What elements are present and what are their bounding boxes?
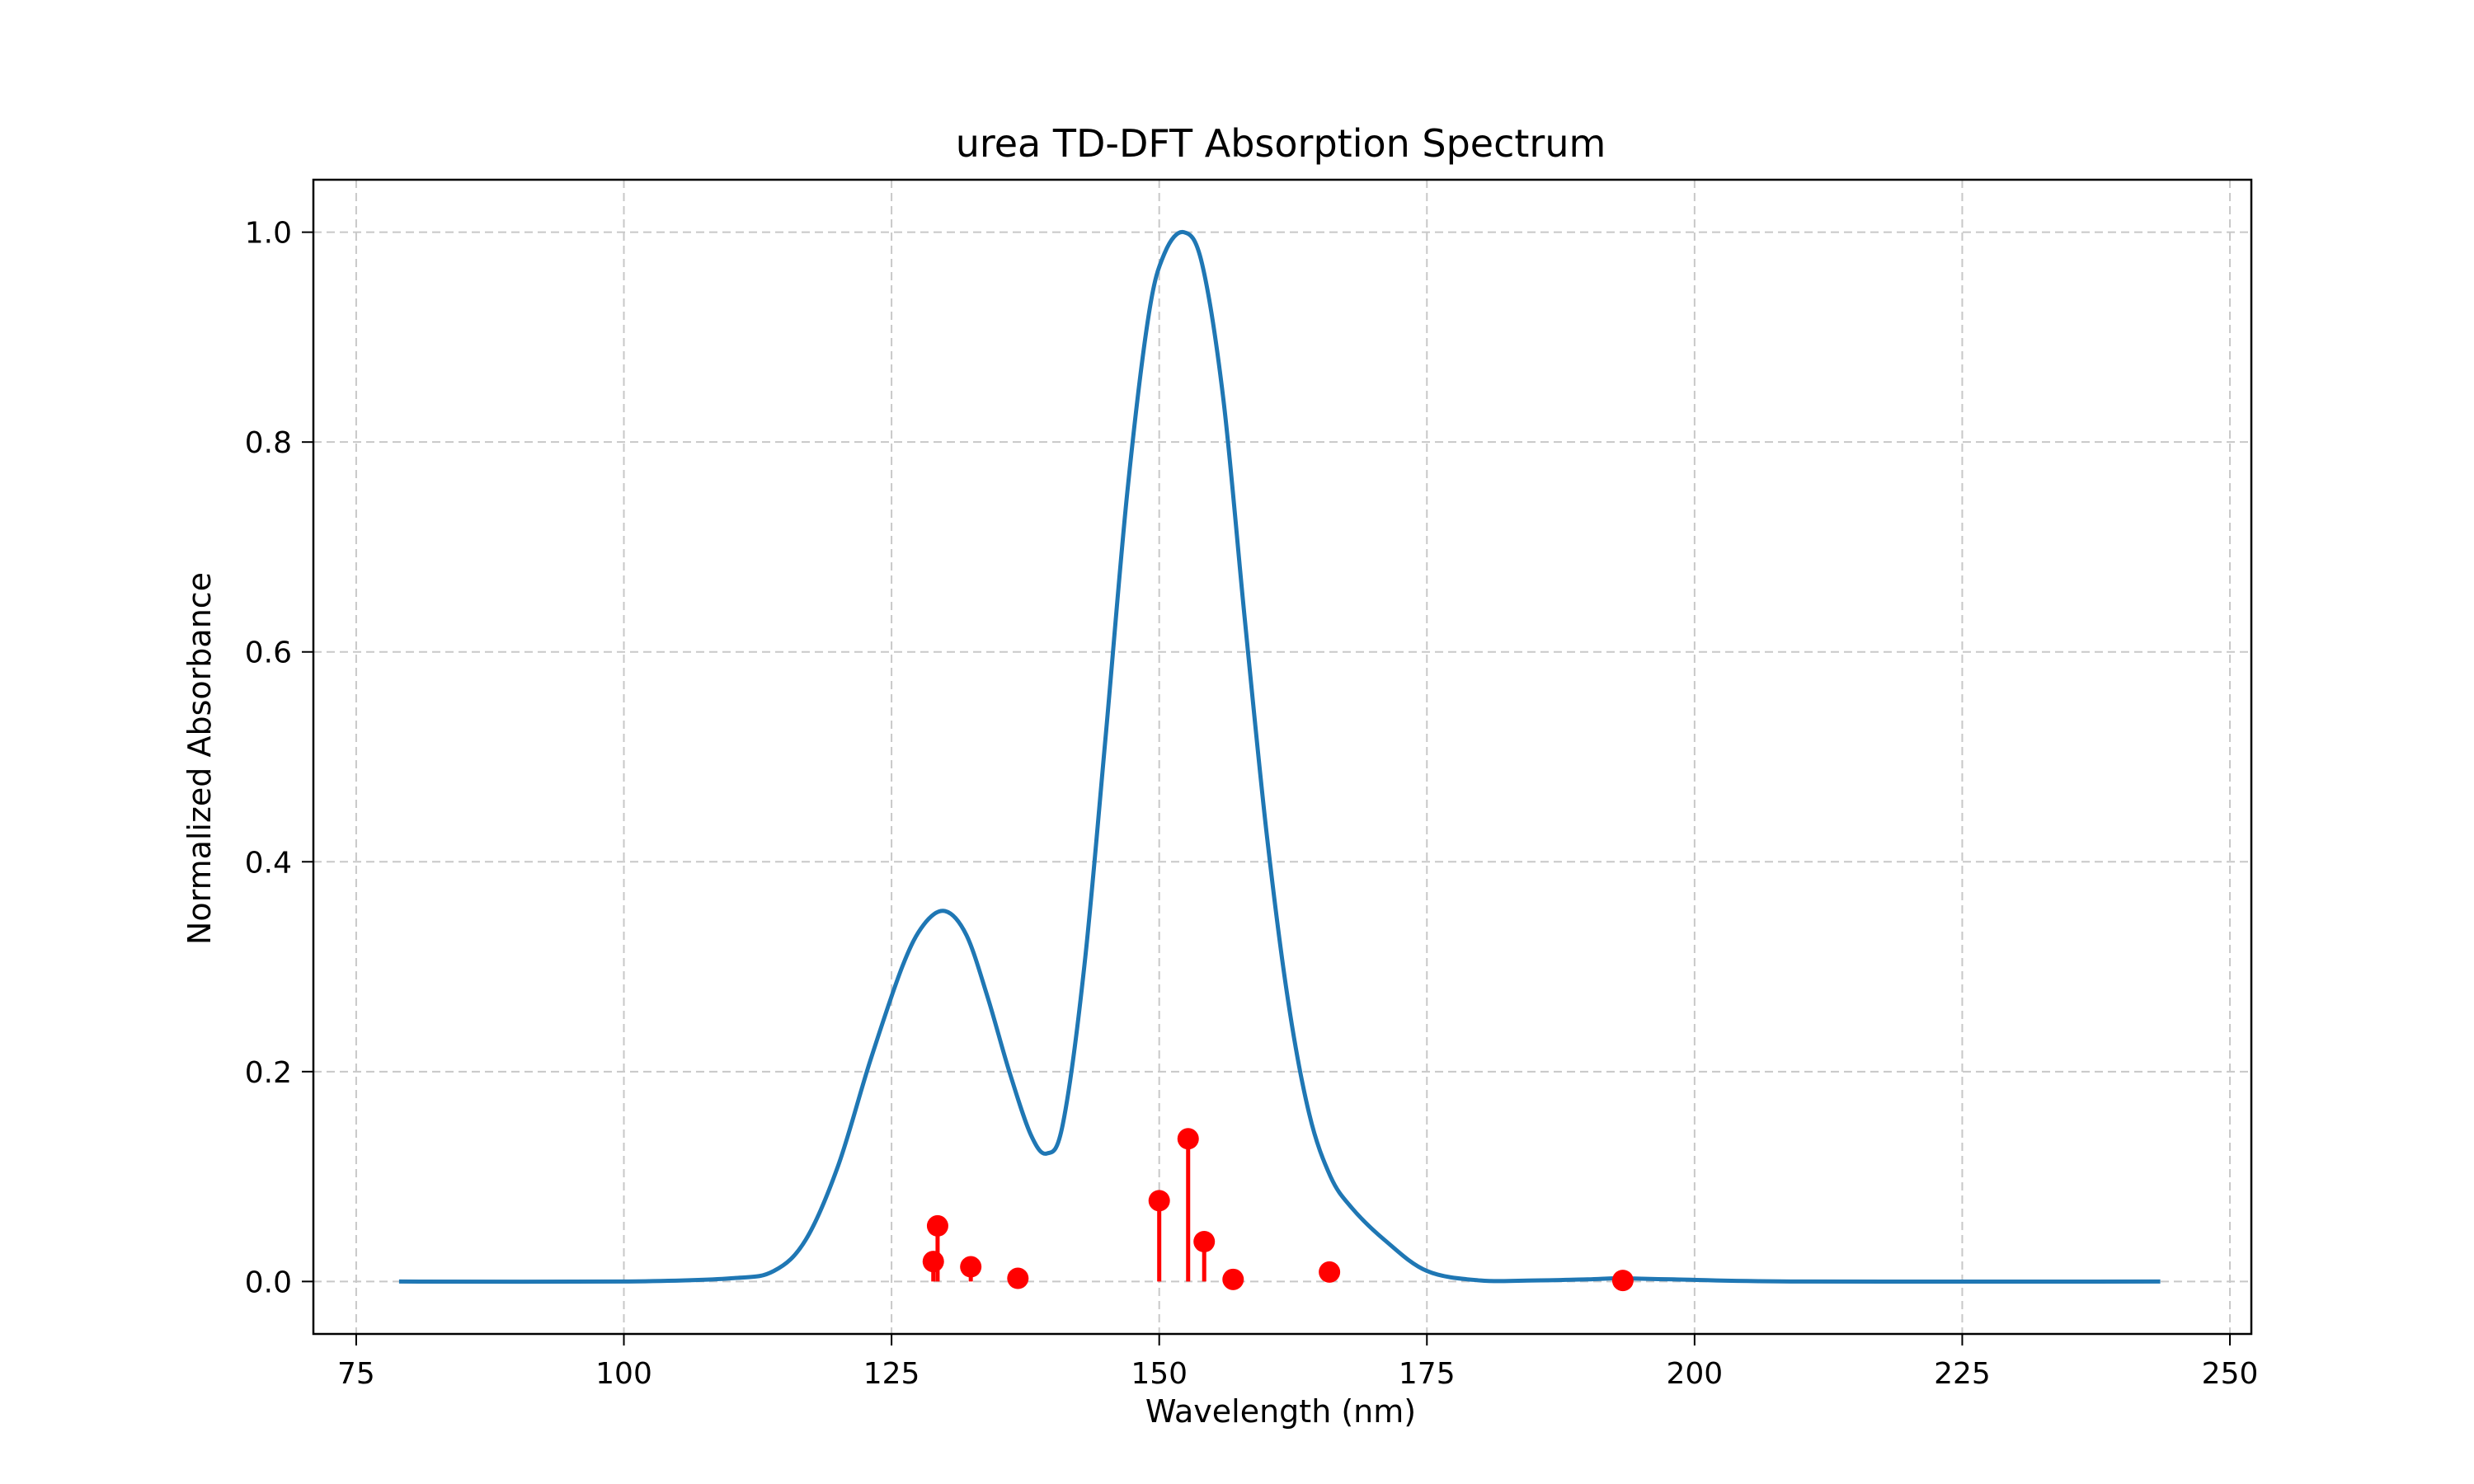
transition-sticks bbox=[922, 1128, 1634, 1292]
transition-marker bbox=[922, 1251, 944, 1273]
y-tick-label: 0.6 bbox=[245, 636, 292, 670]
x-tick-label: 225 bbox=[1934, 1357, 1991, 1391]
x-tick-label: 175 bbox=[1399, 1357, 1456, 1391]
chart-title: urea TD-DFT Absorption Spectrum bbox=[956, 121, 1606, 166]
x-tick-label: 100 bbox=[595, 1357, 652, 1391]
x-tick-label: 125 bbox=[863, 1357, 920, 1391]
x-axis-ticks: 75 100 125 150 175 200 225 250 bbox=[337, 1334, 2258, 1391]
spectrum-line bbox=[398, 229, 2161, 1284]
y-tick-label: 0.0 bbox=[245, 1266, 292, 1299]
y-tick-label: 0.8 bbox=[245, 426, 292, 460]
transition-marker bbox=[1148, 1190, 1170, 1212]
x-tick-label: 200 bbox=[1667, 1357, 1724, 1391]
transition-marker bbox=[926, 1214, 948, 1237]
transition-marker bbox=[1611, 1270, 1634, 1292]
y-axis-ticks: 0.0 0.2 0.4 0.6 0.8 1.0 bbox=[245, 217, 313, 1299]
transition-marker bbox=[1007, 1267, 1029, 1289]
x-tick-label: 250 bbox=[2202, 1357, 2259, 1391]
y-tick-label: 1.0 bbox=[245, 217, 292, 251]
transition-marker bbox=[1222, 1268, 1244, 1290]
transition-marker bbox=[1319, 1261, 1341, 1283]
transition-marker bbox=[960, 1256, 982, 1278]
transition-marker bbox=[1193, 1231, 1216, 1252]
x-tick-label: 75 bbox=[337, 1357, 375, 1391]
grid-lines bbox=[313, 180, 2251, 1334]
x-tick-label: 150 bbox=[1131, 1357, 1188, 1391]
plot-frame bbox=[312, 178, 2253, 1336]
spectrum-series bbox=[398, 229, 2161, 1284]
transition-marker bbox=[1177, 1128, 1199, 1150]
y-tick-label: 0.4 bbox=[245, 846, 292, 880]
y-axis-label: Normalized Absorbance bbox=[181, 572, 218, 945]
y-tick-label: 0.2 bbox=[245, 1056, 292, 1090]
x-axis-label: Wavelength (nm) bbox=[1145, 1393, 1416, 1430]
